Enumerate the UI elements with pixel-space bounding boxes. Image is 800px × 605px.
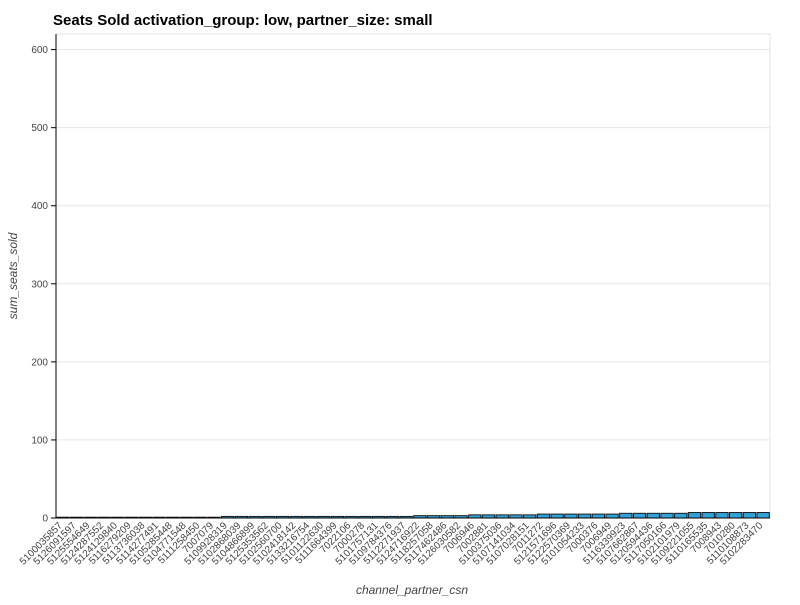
bar xyxy=(674,512,688,519)
bars xyxy=(56,512,770,519)
bar xyxy=(564,513,578,519)
bar xyxy=(701,512,715,519)
x-axis-label: channel_partner_csn xyxy=(356,583,468,597)
x-axis: 5100035857512609159751255546495124287552… xyxy=(18,517,770,567)
bar xyxy=(619,512,633,519)
bar xyxy=(591,513,606,519)
bar xyxy=(742,512,757,519)
bar xyxy=(715,512,729,519)
y-tick-label: 0 xyxy=(42,514,48,525)
bar xyxy=(660,512,674,519)
y-tick-label: 400 xyxy=(31,201,48,212)
bar xyxy=(632,512,647,519)
plot-frame xyxy=(55,33,771,519)
y-tick-label: 600 xyxy=(31,45,48,56)
bar xyxy=(536,513,551,519)
y-tick-label: 200 xyxy=(31,357,48,368)
y-axis: 0 100 200 300 400 500 600 xyxy=(31,34,57,525)
y-tick-label: 300 xyxy=(31,279,48,290)
bar xyxy=(756,512,770,519)
grid xyxy=(56,49,770,441)
y-tick-label: 100 xyxy=(31,435,48,446)
y-tick-label: 500 xyxy=(31,123,48,134)
bar xyxy=(550,513,564,519)
bar xyxy=(728,512,743,519)
bar xyxy=(577,513,592,519)
bar xyxy=(646,512,660,519)
bar xyxy=(605,513,619,519)
bar xyxy=(687,512,702,519)
y-axis-label: sum_seats_sold xyxy=(6,232,20,319)
chart-title: Seats Sold activation_group: low, partne… xyxy=(53,12,433,29)
